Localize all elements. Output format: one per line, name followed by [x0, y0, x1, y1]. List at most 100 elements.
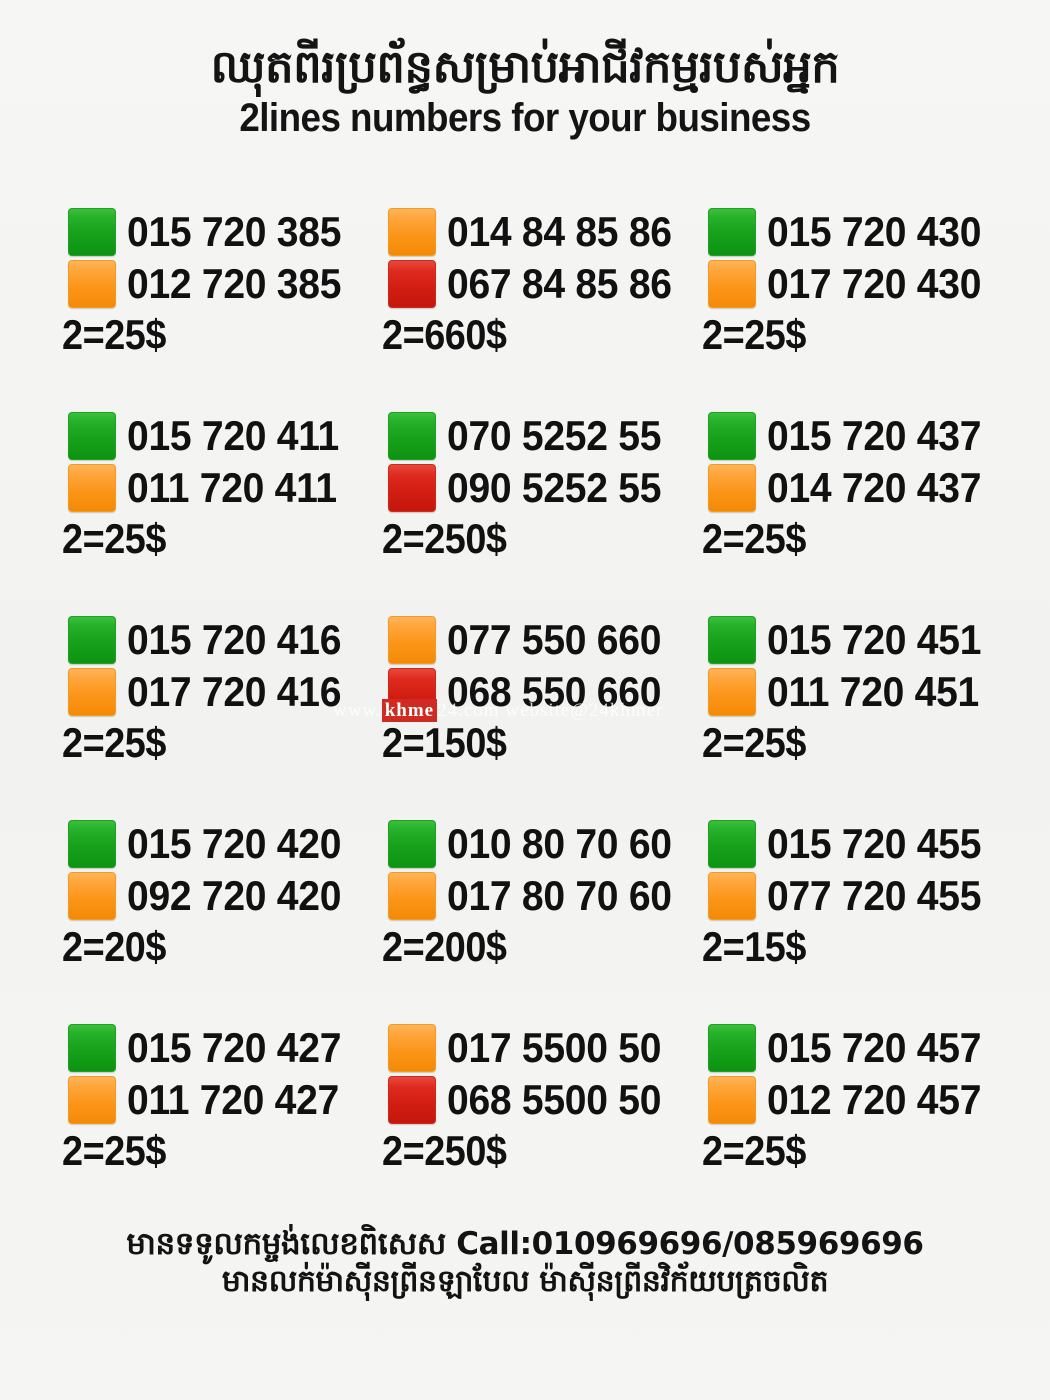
phone-number-line[interactable]: 017 5500 50 [388, 1022, 708, 1074]
number-offer-card[interactable]: 014 84 85 86 067 84 85 86 2=660$ [382, 206, 708, 410]
price-label: 2=250$ [382, 1127, 507, 1174]
orange-operator-swatch-icon [68, 1076, 116, 1124]
phone-number-line[interactable]: 068 550 660 [388, 666, 708, 718]
phone-number-text: 011 720 451 [767, 668, 979, 715]
number-offer-card[interactable]: 010 80 70 60 017 80 70 60 2=200$ [382, 818, 708, 1022]
number-offer-card[interactable]: 070 5252 55 090 5252 55 2=250$ [382, 410, 708, 614]
phone-number-line[interactable]: 015 720 457 [708, 1022, 1028, 1074]
phone-number-line[interactable]: 017 720 430 [708, 258, 1028, 310]
green-operator-swatch-icon [708, 616, 756, 664]
price-label: 2=250$ [382, 515, 507, 562]
phone-number-line[interactable]: 012 720 457 [708, 1074, 1028, 1126]
number-offer-card[interactable]: 015 720 411 011 720 411 2=25$ [62, 410, 388, 614]
orange-operator-swatch-icon [68, 872, 116, 920]
phone-number-line[interactable]: 015 720 437 [708, 410, 1028, 462]
phone-number-text: 015 720 427 [127, 1024, 342, 1071]
phone-number-text: 015 720 411 [127, 412, 339, 459]
phone-number-line[interactable]: 010 80 70 60 [388, 818, 708, 870]
phone-number-text: 068 550 660 [447, 668, 662, 715]
red-operator-swatch-icon [388, 464, 436, 512]
price-label: 2=25$ [62, 719, 166, 766]
phone-number-text: 077 550 660 [447, 616, 662, 663]
phone-number-line[interactable]: 011 720 451 [708, 666, 1028, 718]
phone-number-text: 090 5252 55 [447, 464, 662, 511]
number-row: 015 720 385 012 720 385 2=25$ 014 84 85 86 0… [0, 206, 1050, 410]
phone-number-line[interactable]: 077 720 455 [708, 870, 1028, 922]
phone-number-line[interactable]: 015 720 411 [68, 410, 388, 462]
phone-number-line[interactable]: 067 84 85 86 [388, 258, 708, 310]
green-operator-swatch-icon [708, 820, 756, 868]
phone-number-line[interactable]: 017 720 416 [68, 666, 388, 718]
orange-operator-swatch-icon [708, 464, 756, 512]
number-offer-card[interactable]: 015 720 416 017 720 416 2=25$ [62, 614, 388, 818]
number-offer-card[interactable]: 017 5500 50 068 5500 50 2=250$ [382, 1022, 708, 1226]
phone-number-text: 017 80 70 60 [447, 872, 672, 919]
red-operator-swatch-icon [388, 668, 436, 716]
phone-number-line[interactable]: 014 84 85 86 [388, 206, 708, 258]
price-label: 2=25$ [62, 311, 166, 358]
orange-operator-swatch-icon [388, 616, 436, 664]
number-offer-card[interactable]: 015 720 420 092 720 420 2=20$ [62, 818, 388, 1022]
number-offer-card[interactable]: 015 720 385 012 720 385 2=25$ [62, 206, 388, 410]
phone-number-line[interactable]: 015 720 430 [708, 206, 1028, 258]
phone-number-line[interactable]: 015 720 420 [68, 818, 388, 870]
phone-number-text: 015 720 416 [127, 616, 342, 663]
phone-number-line[interactable]: 015 720 451 [708, 614, 1028, 666]
phone-number-line[interactable]: 090 5252 55 [388, 462, 708, 514]
number-offer-card[interactable]: 015 720 437 014 720 437 2=25$ [702, 410, 1028, 614]
phone-number-text: 017 5500 50 [447, 1024, 662, 1071]
phone-number-text: 012 720 385 [127, 260, 342, 307]
number-offer-card[interactable]: 015 720 457 012 720 457 2=25$ [702, 1022, 1028, 1226]
phone-number-line[interactable]: 017 80 70 60 [388, 870, 708, 922]
price-label: 2=25$ [702, 1127, 806, 1174]
phone-number-text: 015 720 451 [767, 616, 982, 663]
orange-operator-swatch-icon [388, 208, 436, 256]
green-operator-swatch-icon [68, 820, 116, 868]
phone-number-text: 015 720 385 [127, 208, 342, 255]
number-offer-card[interactable]: 015 720 455 077 720 455 2=15$ [702, 818, 1028, 1022]
phone-number-line[interactable]: 011 720 427 [68, 1074, 388, 1126]
price-label: 2=25$ [62, 515, 166, 562]
green-operator-swatch-icon [708, 1024, 756, 1072]
phone-number-line[interactable]: 014 720 437 [708, 462, 1028, 514]
number-offer-card[interactable]: 015 720 451 011 720 451 2=25$ [702, 614, 1028, 818]
phone-number-text: 067 84 85 86 [447, 260, 672, 307]
phone-number-text: 010 80 70 60 [447, 820, 672, 867]
phone-number-text: 017 720 430 [767, 260, 982, 307]
phone-number-line[interactable]: 015 720 385 [68, 206, 388, 258]
number-row: 015 720 416 017 720 416 2=25$ 077 550 660 06… [0, 614, 1050, 818]
phone-number-line[interactable]: 015 720 427 [68, 1022, 388, 1074]
orange-operator-swatch-icon [708, 260, 756, 308]
price-label: 2=15$ [702, 923, 806, 970]
phone-number-text: 068 5500 50 [447, 1076, 662, 1123]
phone-number-line[interactable]: 070 5252 55 [388, 410, 708, 462]
price-label: 2=150$ [382, 719, 507, 766]
red-operator-swatch-icon [388, 1076, 436, 1124]
green-operator-swatch-icon [708, 412, 756, 460]
number-offer-card[interactable]: 015 720 430 017 720 430 2=25$ [702, 206, 1028, 410]
phone-number-text: 015 720 420 [127, 820, 342, 867]
price-label: 2=25$ [62, 1127, 166, 1174]
price-label: 2=25$ [702, 719, 806, 766]
number-offer-card[interactable]: 077 550 660 068 550 660 2=150$ [382, 614, 708, 818]
phone-number-line[interactable]: 068 5500 50 [388, 1074, 708, 1126]
phone-number-text: 015 720 430 [767, 208, 982, 255]
phone-number-line[interactable]: 092 720 420 [68, 870, 388, 922]
orange-operator-swatch-icon [68, 668, 116, 716]
orange-operator-swatch-icon [388, 1024, 436, 1072]
phone-number-line[interactable]: 011 720 411 [68, 462, 388, 514]
phone-number-line[interactable]: 012 720 385 [68, 258, 388, 310]
phone-number-text: 015 720 457 [767, 1024, 982, 1071]
phone-number-text: 017 720 416 [127, 668, 342, 715]
footer-services-line: មានលក់ម៉ាស៊ីនព្រីនឡាបែល ម៉ាស៊ីនព្រីនវិក័… [221, 1263, 829, 1299]
price-label: 2=200$ [382, 923, 507, 970]
footer-contact-line: មានទទូលកម្ចង់លេខពិសេស Call:010969696/085… [126, 1226, 924, 1262]
phone-number-line[interactable]: 015 720 416 [68, 614, 388, 666]
number-row: 015 720 427 011 720 427 2=25$ 017 5500 50 06… [0, 1022, 1050, 1226]
phone-number-text: 014 84 85 86 [447, 208, 672, 255]
phone-number-line[interactable]: 015 720 455 [708, 818, 1028, 870]
phone-number-text: 070 5252 55 [447, 412, 662, 459]
number-offer-card[interactable]: 015 720 427 011 720 427 2=25$ [62, 1022, 388, 1226]
phone-number-line[interactable]: 077 550 660 [388, 614, 708, 666]
